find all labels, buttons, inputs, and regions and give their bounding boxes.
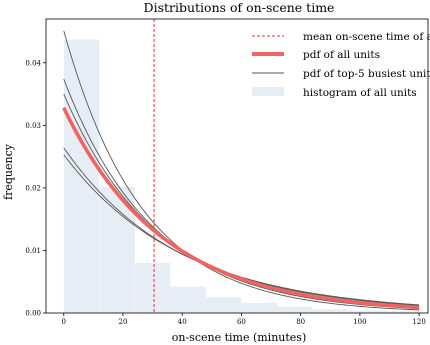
x-tick-label: 80 (296, 318, 305, 326)
y-tick-label: 0.00 (25, 310, 41, 318)
x-tick-label: 0 (62, 318, 66, 326)
histogram-bar-3 (170, 286, 206, 313)
legend-histogram-swatch (252, 87, 284, 96)
x-tick-label: 60 (237, 318, 246, 326)
y-axis-label: frequency (2, 143, 15, 200)
all-units-pdf-curve (62, 107, 420, 310)
y-tick-label: 0.03 (25, 122, 41, 130)
x-tick-label: 40 (178, 318, 187, 326)
histogram-bar-6 (276, 306, 313, 313)
histogram-bar-5 (241, 302, 277, 313)
histogram-bar-9 (383, 311, 420, 313)
histogram-bar-7 (312, 309, 349, 313)
y-tick-label: 0.02 (25, 184, 41, 192)
y-tick-label: 0.01 (25, 247, 41, 255)
y-tick-label: 0.04 (25, 59, 41, 67)
x-tick-label: 120 (412, 318, 425, 326)
legend-all-units-label: pdf of all units (303, 49, 380, 61)
histogram-bar-8 (348, 310, 384, 313)
x-tick-label: 20 (119, 318, 128, 326)
y-axis-ticks: 0.00 0.01 0.02 0.03 0.04 (25, 59, 46, 318)
x-axis-ticks: 0 20 40 60 80 100 120 (62, 313, 426, 326)
histogram-bar-2 (134, 262, 171, 313)
legend-top5-label: pdf of top-5 busiest units (303, 68, 430, 80)
histogram (63, 39, 420, 314)
legend-mean-label: mean on-scene time of all units (303, 31, 430, 43)
plot-frame (45, 18, 429, 314)
histogram-bar-4 (205, 297, 242, 313)
plot-area (62, 19, 420, 314)
x-tick-label: 100 (353, 318, 366, 326)
legend: mean on-scene time of all units pdf of a… (252, 31, 430, 99)
series-layer (62, 30, 420, 311)
chart-title: Distributions of on-scene time (144, 0, 335, 15)
legend-histogram-label: histogram of all units (303, 87, 417, 99)
x-axis-label: on-scene time (minutes) (172, 331, 306, 344)
top5-unit-pdf-curve-1 (63, 30, 420, 311)
